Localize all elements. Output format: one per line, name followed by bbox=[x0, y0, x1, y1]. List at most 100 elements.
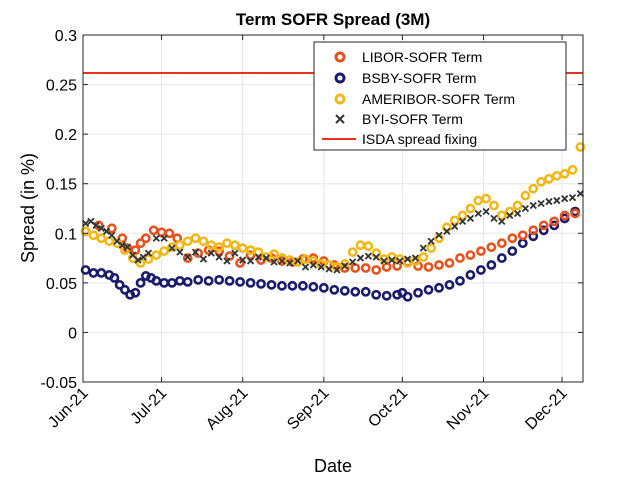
data-point bbox=[135, 238, 146, 249]
data-point bbox=[348, 258, 357, 266]
data-point bbox=[381, 290, 392, 301]
data-point bbox=[190, 233, 201, 244]
data-point bbox=[129, 251, 137, 259]
data-point bbox=[286, 259, 294, 267]
data-point bbox=[476, 246, 486, 257]
data-point bbox=[538, 225, 549, 236]
x-tick-label: Dec-21 bbox=[522, 385, 571, 434]
data-point bbox=[371, 265, 382, 275]
x-tick-label: Nov-21 bbox=[444, 385, 493, 434]
data-point bbox=[465, 203, 476, 214]
data-point bbox=[418, 252, 429, 262]
data-point bbox=[325, 265, 333, 273]
data-point bbox=[481, 193, 492, 204]
data-point bbox=[184, 253, 192, 261]
data-point bbox=[451, 222, 459, 230]
data-point bbox=[235, 258, 245, 268]
data-point bbox=[168, 244, 176, 252]
plot-frame bbox=[82, 34, 584, 383]
data-point bbox=[341, 262, 349, 270]
data-point bbox=[536, 176, 547, 187]
data-point bbox=[88, 268, 99, 278]
data-point bbox=[520, 190, 531, 201]
data-point bbox=[245, 245, 256, 256]
data-point bbox=[214, 242, 225, 253]
data-point bbox=[198, 236, 209, 247]
data-point bbox=[507, 246, 518, 257]
data-point bbox=[222, 238, 232, 249]
data-point bbox=[245, 250, 256, 260]
data-point bbox=[394, 254, 405, 264]
data-point bbox=[309, 261, 318, 269]
data-point bbox=[465, 270, 476, 280]
data-point bbox=[292, 257, 303, 267]
data-point bbox=[277, 280, 287, 291]
data-point bbox=[339, 285, 350, 296]
data-point bbox=[297, 280, 308, 291]
data-point bbox=[114, 279, 125, 290]
data-point bbox=[151, 275, 162, 286]
data-point bbox=[140, 233, 151, 244]
data-point bbox=[193, 274, 204, 285]
x-tick-label: Jul-21 bbox=[128, 385, 171, 428]
data-point bbox=[561, 194, 569, 203]
data-point bbox=[81, 219, 90, 228]
data-point bbox=[496, 210, 507, 221]
data-point bbox=[496, 253, 507, 263]
data-point bbox=[423, 262, 434, 272]
data-point bbox=[135, 277, 146, 288]
data-point bbox=[423, 284, 434, 295]
data-point bbox=[513, 209, 522, 218]
data-point bbox=[182, 276, 193, 287]
data-point bbox=[355, 240, 366, 251]
data-point bbox=[88, 230, 99, 241]
data-point bbox=[109, 272, 120, 283]
y-tick-label: 0.3 bbox=[55, 28, 77, 45]
data-point bbox=[528, 225, 539, 236]
data-point bbox=[498, 217, 506, 226]
data-point bbox=[182, 236, 193, 247]
data-point bbox=[215, 253, 223, 261]
data-point bbox=[148, 225, 159, 236]
data-point bbox=[92, 221, 100, 229]
data-point bbox=[256, 278, 266, 289]
data-point bbox=[380, 257, 388, 265]
data-point bbox=[544, 173, 554, 184]
data-point bbox=[356, 254, 365, 262]
data-point bbox=[426, 243, 437, 254]
data-point bbox=[117, 233, 128, 244]
data-point bbox=[529, 201, 537, 210]
data-point bbox=[512, 200, 523, 211]
data-point bbox=[206, 240, 217, 251]
data-point bbox=[333, 266, 341, 274]
data-point bbox=[545, 197, 553, 206]
data-point bbox=[371, 289, 382, 300]
data-point bbox=[160, 234, 168, 242]
data-point bbox=[482, 207, 490, 216]
data-point bbox=[538, 220, 549, 231]
data-point bbox=[108, 231, 116, 239]
legend-box bbox=[313, 41, 567, 151]
data-point bbox=[182, 253, 193, 263]
data-point bbox=[317, 263, 325, 271]
data-point bbox=[435, 231, 443, 239]
data-point bbox=[559, 210, 570, 221]
y-tick-label: 0.15 bbox=[46, 177, 77, 194]
data-point bbox=[551, 170, 562, 181]
data-point bbox=[458, 217, 467, 226]
data-point bbox=[96, 233, 107, 244]
data-point bbox=[363, 241, 374, 252]
data-point bbox=[476, 265, 486, 275]
y-axis: -0.05 0 0.05 0.1 0.15 0.2 0.25 0.3 bbox=[41, 28, 583, 392]
data-point bbox=[372, 253, 380, 261]
data-point bbox=[506, 211, 514, 220]
y-tick-label: -0.05 bbox=[41, 375, 78, 392]
data-point bbox=[443, 227, 451, 235]
data-point bbox=[347, 247, 358, 258]
data-point bbox=[413, 287, 423, 298]
y-axis-label: Spread (in %) bbox=[18, 153, 38, 263]
data-point bbox=[568, 193, 577, 202]
data-point bbox=[266, 279, 277, 290]
data-point bbox=[350, 263, 361, 273]
